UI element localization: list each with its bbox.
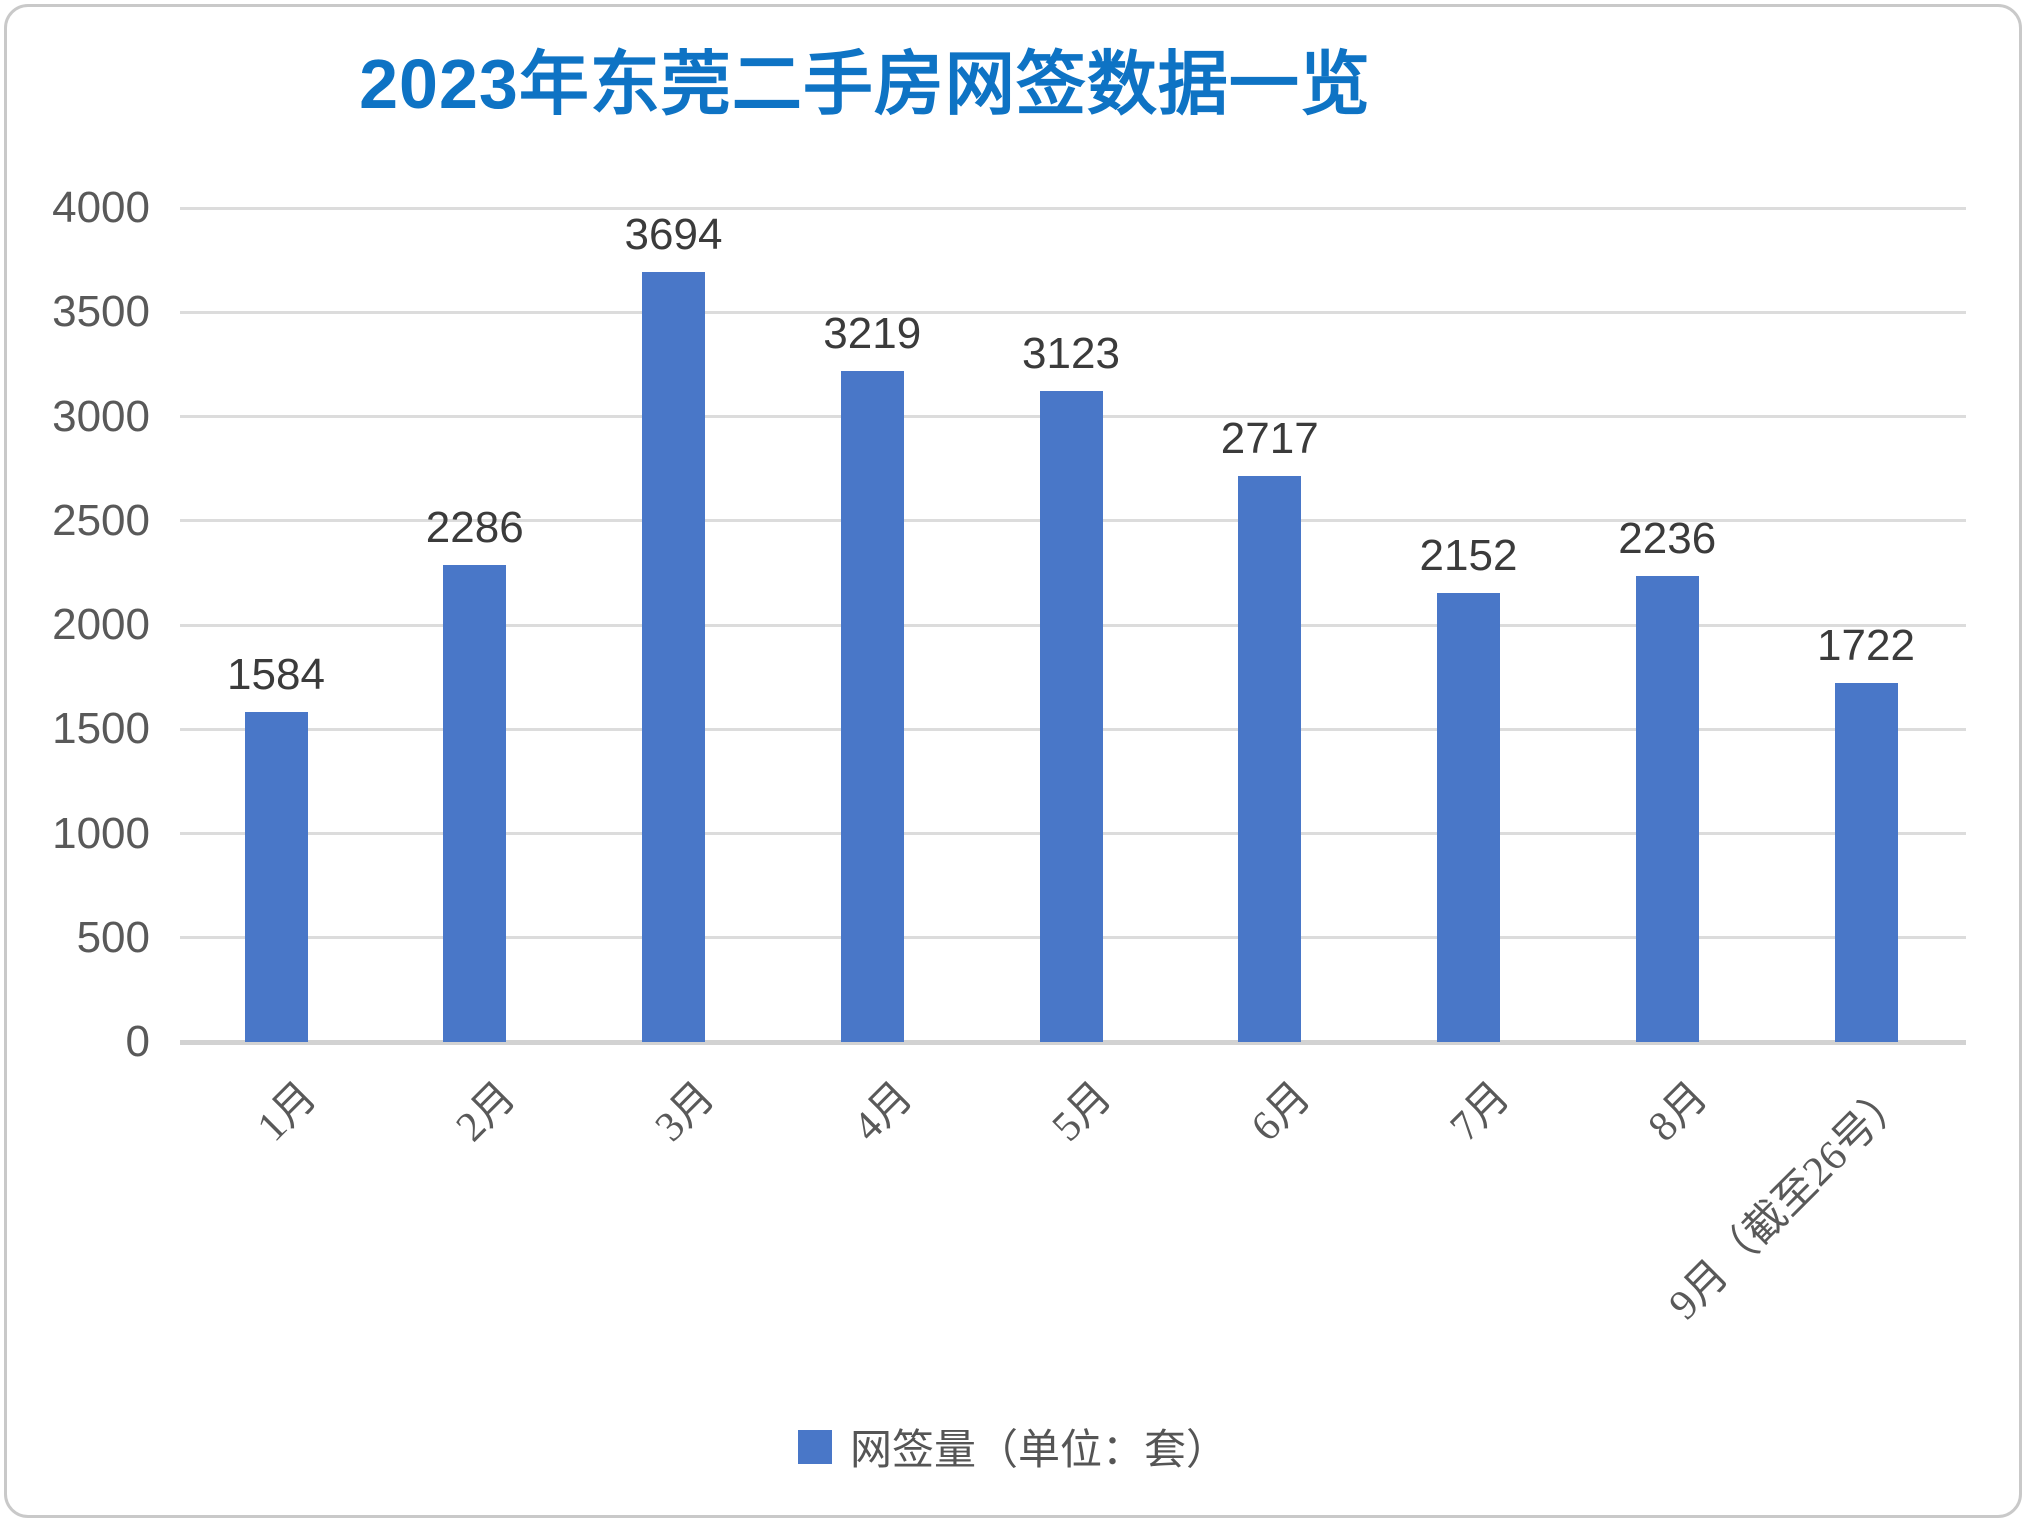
y-tick-3000: 3000 bbox=[52, 391, 150, 441]
bar-8 bbox=[1834, 682, 1898, 1042]
bar-5 bbox=[1238, 475, 1302, 1042]
legend-label: 网签量（单位：套） bbox=[849, 1428, 1228, 1474]
bar-value-label-6: 2152 bbox=[1419, 531, 1518, 581]
y-tick-1000: 1000 bbox=[52, 808, 150, 858]
bar-3 bbox=[840, 370, 904, 1042]
bar-value-label-8: 1722 bbox=[1817, 620, 1915, 670]
bar-0 bbox=[244, 711, 308, 1042]
y-tick-2000: 2000 bbox=[52, 600, 150, 649]
bar-1 bbox=[443, 565, 507, 1042]
chart-title: 2023年东莞二手房网签数据一览 bbox=[359, 45, 1371, 123]
y-tick-3500: 3500 bbox=[52, 287, 150, 337]
bar-4 bbox=[1039, 390, 1103, 1042]
y-tick-2500: 2500 bbox=[52, 495, 150, 545]
bar-7 bbox=[1635, 575, 1699, 1042]
bar-value-label-5: 2717 bbox=[1220, 413, 1319, 463]
bar-value-label-0: 1584 bbox=[227, 649, 325, 699]
y-tick-1500: 1500 bbox=[52, 704, 150, 754]
gridline-0 bbox=[180, 1039, 1966, 1045]
bar-value-label-1: 2286 bbox=[425, 503, 524, 553]
legend: 网签量（单位：套） bbox=[0, 1416, 2026, 1477]
gridline-3500 bbox=[180, 310, 1966, 314]
y-tick-500: 500 bbox=[76, 912, 150, 962]
bar-value-label-2: 3694 bbox=[624, 209, 723, 259]
bar-value-label-4: 3123 bbox=[1022, 328, 1120, 378]
bar-6 bbox=[1437, 593, 1500, 1042]
y-tick-0: 0 bbox=[125, 1017, 150, 1066]
y-tick-4000: 4000 bbox=[52, 183, 150, 232]
bar-value-label-3: 3219 bbox=[823, 308, 922, 358]
bar-2 bbox=[642, 271, 705, 1042]
bar-value-label-7: 2236 bbox=[1618, 513, 1717, 563]
plot-area: 1584 2286 3694 3219 3123 2717 2152 2236 1722 bbox=[180, 206, 1966, 1045]
gridline-4000 bbox=[180, 206, 1966, 210]
legend-swatch bbox=[797, 1429, 832, 1464]
